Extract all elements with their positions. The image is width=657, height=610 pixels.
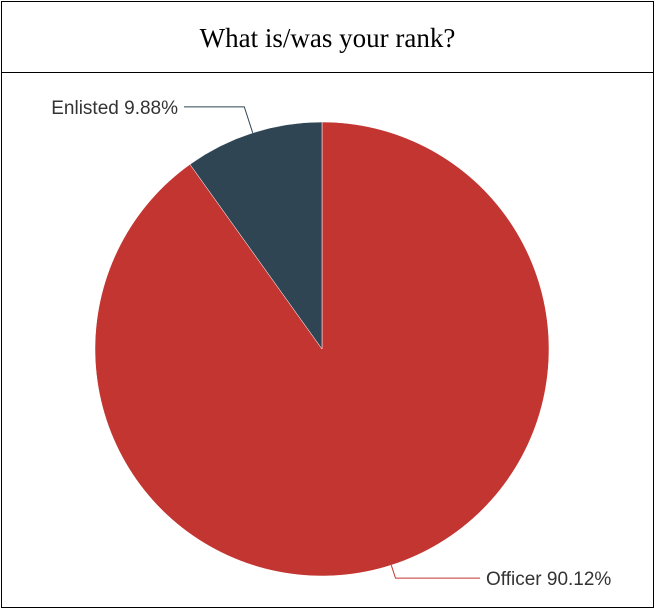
data-label-enlisted: Enlisted 9.88% bbox=[51, 98, 178, 119]
chart-area: Officer 90.12% Enlisted 9.88% bbox=[2, 73, 655, 608]
leader-line-enlisted bbox=[184, 106, 254, 133]
pie-slice-enlisted[interactable] bbox=[189, 121, 323, 350]
leader-line-officer bbox=[390, 565, 480, 579]
pie-chart: Officer 90.12% Enlisted 9.88% bbox=[51, 98, 611, 590]
chart-title: What is/was your rank? bbox=[199, 22, 456, 53]
title-cell: What is/was your rank? bbox=[2, 2, 653, 73]
data-label-officer: Officer 90.12% bbox=[486, 569, 611, 590]
